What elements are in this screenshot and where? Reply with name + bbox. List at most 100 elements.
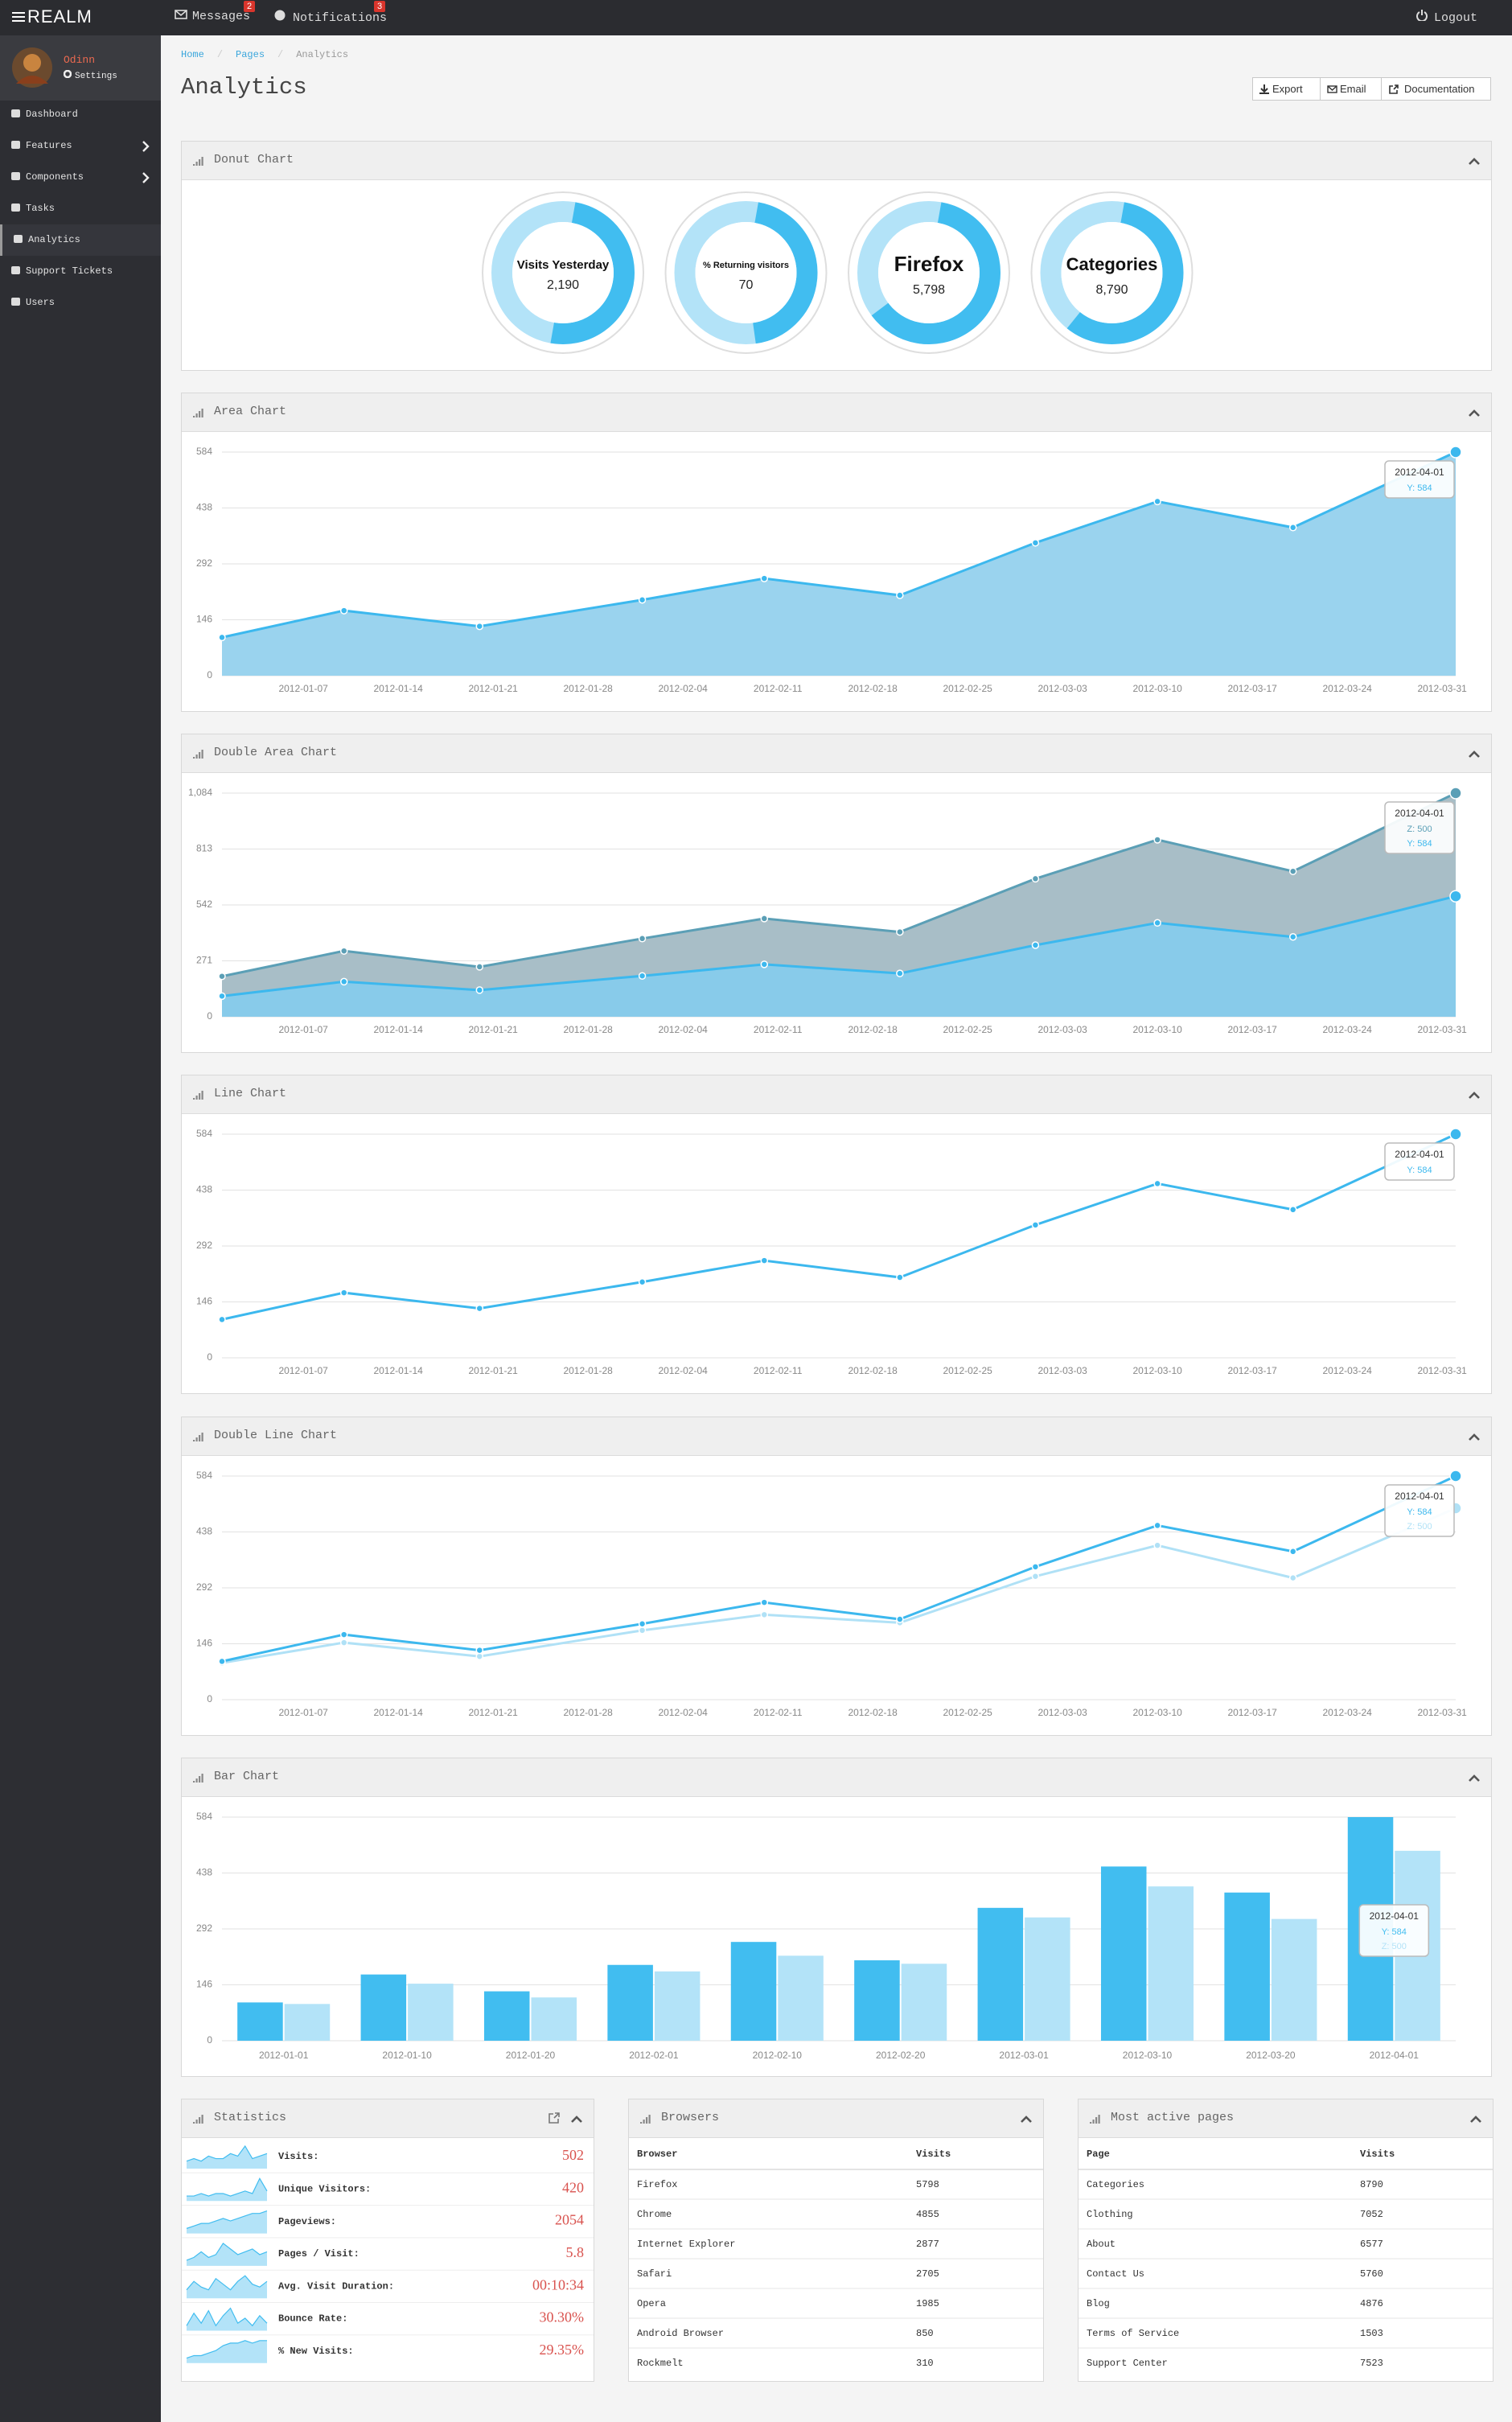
point bbox=[339, 1630, 348, 1639]
messages[interactable]: Messages 2 bbox=[175, 1, 256, 23]
collapse-button[interactable] bbox=[1469, 1774, 1480, 1782]
collapse-button[interactable] bbox=[571, 2115, 582, 2123]
external-link-button[interactable] bbox=[549, 2112, 560, 2124]
collapse-button[interactable] bbox=[1469, 1433, 1480, 1441]
crumb[interactable]: Pages bbox=[236, 49, 265, 60]
button-label: Documentation bbox=[1404, 83, 1475, 95]
icon-bar bbox=[193, 1440, 195, 1441]
collapse-button[interactable] bbox=[1469, 409, 1480, 417]
documentation-button[interactable]: Documentation bbox=[1381, 77, 1491, 101]
sparkline-area bbox=[187, 2243, 267, 2266]
collapse-button[interactable] bbox=[1469, 157, 1480, 165]
tooltip-box bbox=[1384, 801, 1455, 854]
x-tick-label: 2012-01-14 bbox=[373, 1024, 423, 1035]
panel-icon bbox=[193, 157, 203, 166]
x-tick-label: 2012-03-17 bbox=[1227, 683, 1277, 694]
bar bbox=[1100, 1866, 1147, 2041]
point bbox=[638, 1626, 647, 1635]
nav-label: Components bbox=[26, 171, 84, 183]
notifications[interactable]: Notifications 3 bbox=[273, 1, 387, 25]
topbar: REALM Messages 2 Notifications 3 Logout bbox=[0, 0, 1512, 35]
y-tick-label: 146 bbox=[196, 1296, 212, 1307]
x-tick-label: 2012-01-21 bbox=[468, 1707, 518, 1718]
email-button[interactable]: Email bbox=[1320, 77, 1382, 101]
donut-ring-dark bbox=[857, 201, 1000, 344]
sparkline bbox=[186, 2243, 268, 2261]
panel-icon bbox=[193, 750, 203, 759]
icon-bar bbox=[201, 2115, 203, 2124]
point bbox=[760, 1256, 769, 1264]
stat-label: Pages / Visit: bbox=[278, 2248, 360, 2260]
icon-bar bbox=[193, 164, 195, 166]
line bbox=[221, 894, 1457, 997]
x-tick-label: 2012-03-10 bbox=[1123, 2050, 1173, 2061]
panel-header: Line Chart bbox=[182, 1075, 1491, 1114]
chevron bbox=[142, 172, 150, 183]
x-tick-label: 2012-01-21 bbox=[468, 683, 518, 694]
tooltip-box bbox=[1384, 460, 1455, 499]
x-tick-label: 2012-03-24 bbox=[1322, 1707, 1372, 1718]
sidebar: Odinn Settings Dashboard Features Componen… bbox=[0, 35, 161, 2422]
nav-item[interactable]: Users bbox=[0, 287, 161, 319]
y-tick-label: 542 bbox=[196, 898, 212, 910]
brand[interactable]: REALM bbox=[12, 6, 92, 27]
point bbox=[760, 960, 769, 968]
logout[interactable]: Logout bbox=[1416, 10, 1477, 25]
table-cell: 4855 bbox=[916, 2209, 939, 2220]
table-cell: Android Browser bbox=[637, 2328, 724, 2339]
point bbox=[1449, 1128, 1462, 1141]
collapse-button[interactable] bbox=[1469, 1091, 1480, 1099]
x-tick-label: 2012-01-07 bbox=[278, 1365, 328, 1376]
sparkline bbox=[187, 2177, 268, 2197]
bar bbox=[237, 2002, 283, 2041]
nav-item[interactable]: Tasks bbox=[0, 193, 161, 224]
nav-item[interactable]: Components bbox=[0, 162, 161, 193]
chevron-up bbox=[1469, 1092, 1480, 1099]
y-tick-label: 292 bbox=[196, 1581, 212, 1593]
donut-ring-dark bbox=[491, 201, 635, 344]
export-button[interactable]: Export bbox=[1252, 77, 1321, 101]
crumb[interactable]: Home bbox=[181, 49, 204, 60]
settings-link[interactable]: Settings bbox=[63, 69, 117, 81]
nav-item[interactable]: Support Tickets bbox=[0, 256, 161, 287]
nav-label: Tasks bbox=[26, 203, 55, 214]
table-cell: 5760 bbox=[1360, 2268, 1383, 2280]
nav-item[interactable]: Features bbox=[0, 130, 161, 162]
icon-bar bbox=[201, 1091, 203, 1100]
collapse-button[interactable] bbox=[1469, 750, 1480, 758]
collapse-button[interactable] bbox=[1470, 2115, 1481, 2123]
stat-value: 29.35% bbox=[540, 2342, 585, 2358]
table-cell: 7523 bbox=[1360, 2358, 1383, 2369]
y-tick-label: 292 bbox=[196, 557, 212, 569]
nav-item[interactable]: Dashboard bbox=[0, 99, 161, 130]
bar bbox=[360, 1974, 407, 2041]
user-name[interactable]: Odinn bbox=[64, 54, 96, 66]
chevron-up bbox=[1469, 1774, 1480, 1782]
chevron-up bbox=[1469, 158, 1480, 165]
x-tick-label: 2012-03-24 bbox=[1322, 1024, 1372, 1035]
tooltip-box bbox=[1358, 1904, 1430, 1957]
panel-canvas: Visits: 502 Unique Visitors: 420 Pageviews: 2… bbox=[182, 2144, 594, 2363]
stat-label: % New Visits: bbox=[278, 2346, 354, 2357]
y-tick-label: 0 bbox=[207, 1351, 212, 1363]
panel-title: Line Chart bbox=[214, 1087, 287, 1100]
panel-canvas: Page Visits Categories 8790 Clothing 7052 Abou… bbox=[1079, 2149, 1493, 2369]
collapse-button[interactable] bbox=[1021, 2115, 1032, 2123]
external-icon bbox=[549, 2112, 560, 2124]
icon-bar bbox=[199, 1776, 201, 1783]
point bbox=[760, 1610, 769, 1619]
panel: Double Area Chart 0 271 542 813 1,084 2012-01-… bbox=[181, 734, 1492, 1053]
stat-label: Unique Visitors: bbox=[278, 2183, 371, 2194]
avatar[interactable] bbox=[11, 47, 53, 88]
y-tick-label: 146 bbox=[196, 614, 212, 625]
bar bbox=[1224, 1892, 1270, 2041]
panel-body: 0 146 292 438 584 2012-01-07 2012-01-14 2012-01… bbox=[182, 1456, 1491, 1739]
donut: Categories 8,790 bbox=[1030, 191, 1194, 354]
panel-header: Double Line Chart bbox=[182, 1417, 1491, 1456]
nav-item[interactable]: Analytics bbox=[0, 224, 161, 256]
panel: Bar Chart 0 146 292 438 584 2012-01-01 2012-01-… bbox=[181, 1758, 1492, 2077]
table-cell: 4876 bbox=[1360, 2298, 1383, 2309]
x-tick-label: 2012-02-25 bbox=[943, 1365, 992, 1376]
icon-bar bbox=[199, 752, 201, 759]
x-tick-label: 2012-03-31 bbox=[1417, 1024, 1467, 1035]
